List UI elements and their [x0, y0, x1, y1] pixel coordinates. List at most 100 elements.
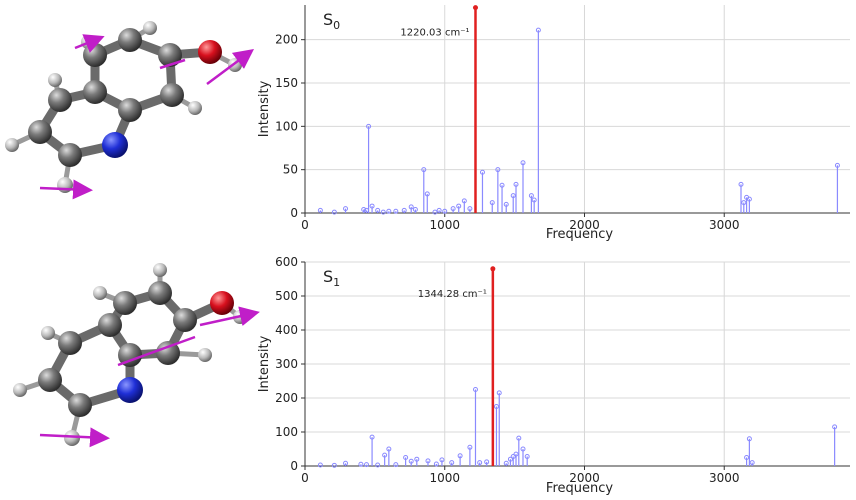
y-tick-label: 100	[275, 119, 298, 133]
stem-marker	[375, 462, 381, 468]
y-tick-label: 200	[275, 391, 298, 405]
stem-marker	[513, 181, 519, 187]
stem-marker	[408, 458, 414, 464]
x-axis-label: Frequency	[546, 227, 613, 242]
y-axis-label: Intensity	[257, 80, 272, 137]
stem-marker	[393, 462, 399, 468]
stem-marker	[484, 459, 490, 465]
oxygen-atom	[210, 291, 234, 315]
state-label: S0	[323, 10, 340, 32]
y-tick-label: 150	[275, 76, 298, 90]
stem-marker	[414, 456, 420, 462]
stem-marker	[401, 207, 407, 213]
stem-marker	[366, 123, 372, 129]
highlight-marker	[472, 5, 478, 11]
highlight-label: 1344.28 cm⁻¹	[418, 289, 487, 300]
stem-marker	[472, 387, 478, 392]
stem-marker	[535, 27, 541, 33]
stem-marker	[749, 460, 755, 466]
y-axis-label: Intensity	[257, 335, 272, 392]
x-tick-label: 0	[301, 471, 309, 485]
stem-marker	[467, 206, 473, 212]
y-tick-label: 200	[275, 33, 298, 47]
stem-marker	[493, 404, 499, 409]
stem-marker	[456, 203, 462, 209]
stem-marker	[741, 200, 747, 206]
stem-marker	[503, 201, 509, 207]
stem-marker	[380, 209, 386, 215]
y-tick-label: 300	[275, 357, 298, 371]
stem-marker	[386, 208, 392, 214]
stem-marker	[467, 444, 473, 450]
displacement-arrows	[39, 34, 255, 200]
stem-marker	[375, 207, 381, 213]
x-tick-label: 3000	[709, 471, 740, 485]
stem-marker	[520, 160, 526, 166]
stem-marker	[421, 167, 427, 173]
stem-marker	[507, 456, 513, 462]
stem-marker	[516, 435, 522, 441]
x-axis-label: Frequency	[546, 481, 613, 496]
y-tick-label: 600	[275, 255, 298, 269]
molecule-s1-structure	[13, 263, 260, 448]
stem-marker	[386, 446, 392, 452]
stem-marker	[343, 460, 349, 466]
stem-marker	[393, 208, 399, 214]
stem-marker	[369, 434, 375, 440]
stem-marker	[510, 453, 516, 459]
stem-marker	[382, 452, 388, 458]
stem-marker	[408, 204, 414, 210]
x-tick-label: 1000	[429, 218, 460, 232]
stem-marker	[834, 162, 840, 168]
x-tick-label: 2000	[569, 218, 600, 232]
stem-marker	[479, 169, 485, 175]
stem-marker	[489, 200, 495, 206]
stem-marker	[424, 191, 430, 197]
stem-marker	[520, 446, 526, 452]
stem-marker	[343, 206, 349, 212]
stem-marker	[331, 209, 337, 215]
stem-marker	[369, 203, 375, 209]
highlight-marker	[490, 266, 496, 272]
molecule-s0-structure	[5, 21, 255, 200]
highlight-label: 1220.03 cm⁻¹	[400, 28, 469, 39]
y-tick-label: 500	[275, 289, 298, 303]
oxygen-atom	[198, 40, 222, 64]
stem-marker	[457, 453, 463, 459]
stem-marker	[439, 457, 445, 463]
nitrogen-atom	[117, 377, 143, 403]
y-tick-label: 400	[275, 323, 298, 337]
stem-marker	[496, 390, 502, 396]
stem-marker	[432, 209, 438, 215]
stem-marker	[495, 167, 501, 173]
stem-marker	[317, 462, 323, 468]
x-tick-label: 0	[301, 218, 309, 232]
stem-marker	[524, 453, 530, 459]
stem-marker	[358, 461, 364, 467]
stem-marker	[331, 462, 337, 468]
nitrogen-atom	[102, 132, 128, 158]
stem-marker	[477, 460, 483, 466]
stem-marker	[510, 193, 516, 199]
stem-marker	[412, 207, 418, 213]
stem-marker	[361, 207, 367, 213]
stem-marker	[744, 455, 750, 460]
stem-marker	[403, 455, 409, 460]
stem-marker	[449, 460, 455, 466]
stem-marker	[442, 208, 448, 214]
displacement-arrows	[39, 306, 260, 448]
stem-marker	[425, 458, 431, 464]
stem-marker	[528, 193, 534, 199]
stem-marker	[531, 197, 537, 203]
stem-marker	[738, 181, 744, 187]
stem-marker	[832, 424, 838, 430]
stem-marker	[433, 461, 439, 467]
y-tick-label: 100	[275, 425, 298, 439]
stem-marker	[363, 462, 369, 468]
state-label: S1	[323, 267, 340, 289]
stem-marker	[317, 207, 323, 213]
y-tick-label: 0	[290, 206, 298, 220]
